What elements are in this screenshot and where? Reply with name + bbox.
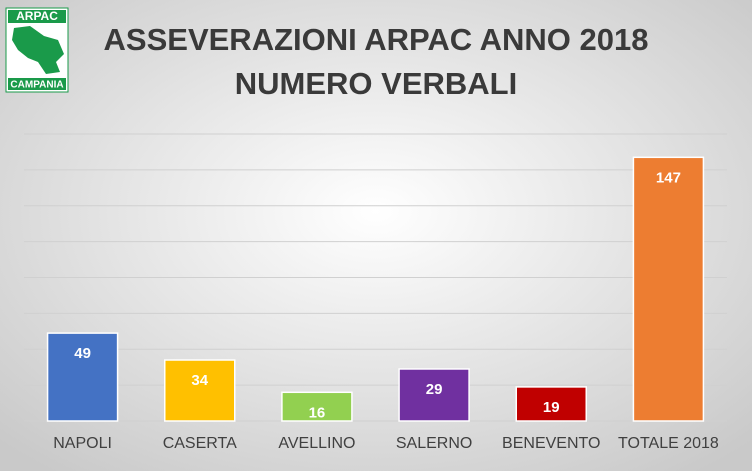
data-label: 29	[426, 381, 443, 398]
data-label: 34	[191, 372, 208, 389]
bar	[398, 368, 470, 422]
data-label: 16	[309, 404, 326, 421]
bar	[281, 391, 353, 422]
data-label: 49	[74, 345, 91, 362]
chart-subtitle: NUMERO VERBALI	[235, 66, 517, 101]
x-tick-label: AVELLINO	[278, 435, 355, 452]
x-tick-label: CASERTA	[163, 435, 237, 452]
logo: ARPAC CAMPANIA	[5, 7, 69, 93]
logo-map	[12, 26, 64, 74]
x-tick-label: BENEVENTO	[502, 435, 600, 452]
logo-bottom: CAMPANIA	[10, 80, 63, 91]
logo-top: ARPAC	[16, 9, 58, 23]
x-tick-label: SALERNO	[396, 435, 472, 452]
x-tick-label: TOTALE 2018	[618, 435, 719, 452]
bar	[515, 386, 587, 422]
data-label: 147	[656, 169, 681, 186]
x-tick-label: NAPOLI	[53, 435, 112, 452]
chart-title: ASSEVERAZIONI ARPAC ANNO 2018	[104, 22, 649, 57]
data-label: 19	[543, 399, 560, 416]
bar	[632, 156, 705, 422]
logo-band	[8, 78, 66, 90]
bar	[164, 359, 236, 422]
bar	[46, 332, 119, 422]
logo-band	[8, 10, 66, 23]
